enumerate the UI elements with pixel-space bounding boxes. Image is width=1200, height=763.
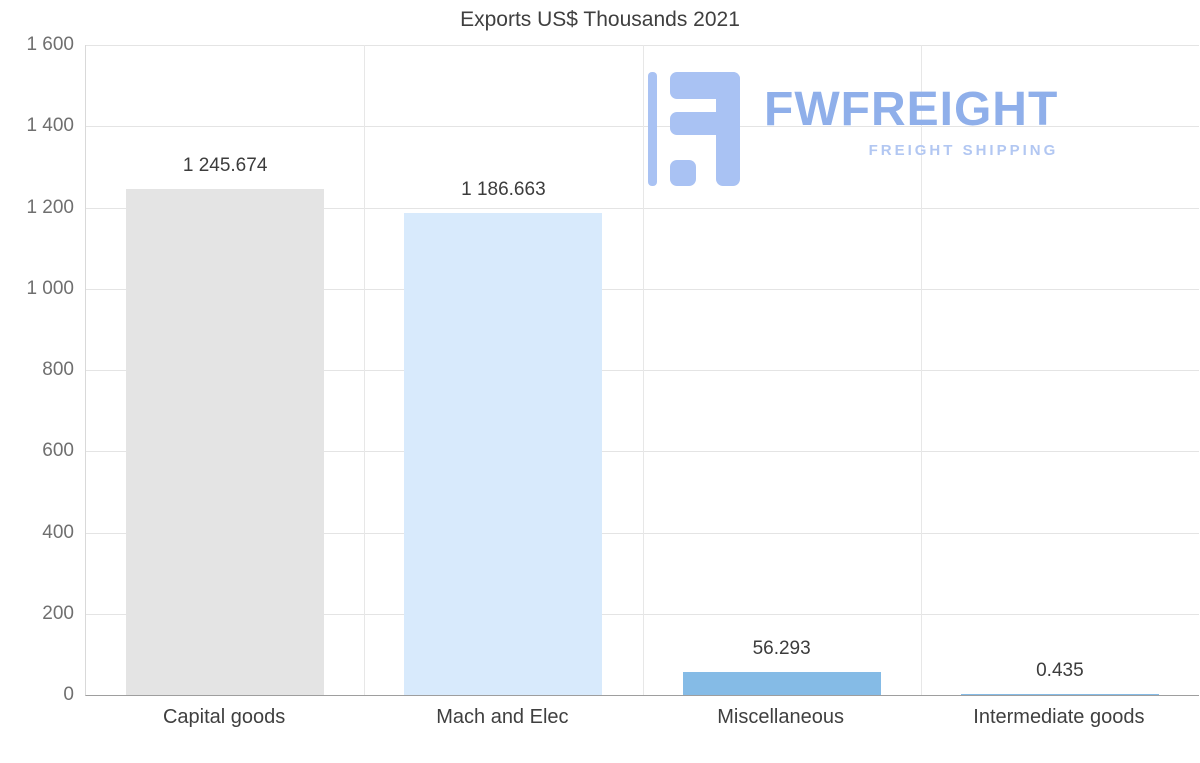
bar-value-label: 1 186.663 — [461, 178, 546, 200]
bar-intermediate-goods — [960, 694, 1159, 695]
bar-value-label: 1 245.674 — [182, 154, 268, 176]
y-tick-label-1600: 1 600 — [26, 34, 74, 55]
bar-mach-and-elec — [404, 212, 603, 695]
y-tick-label-600: 600 — [42, 440, 74, 462]
y-tick-label-0: 0 — [63, 684, 74, 705]
chart-title: Exports US$ Thousands 2021 — [460, 8, 740, 31]
y-tick-label-800: 800 — [42, 359, 74, 380]
y-tick-label-200: 200 — [42, 602, 74, 624]
plot-area: 1 245.674 1 186.663 56.293 0.435 — [85, 45, 1199, 696]
logo: FWFREIGHT FREIGHT SHIPPING — [648, 70, 1058, 190]
x-category-label-mach-and-elec: Mach and Elec — [436, 706, 569, 728]
y-tick-label-400: 400 — [42, 521, 74, 543]
logo-brand-text: FWFREIGHT — [764, 83, 1059, 136]
bar-capital-goods — [126, 188, 325, 695]
bar-value-label: 0.435 — [1036, 660, 1084, 681]
y-tick-label-1200: 1 200 — [26, 196, 74, 218]
category-separator-line — [920, 45, 922, 695]
bar-value-label: 56.293 — [752, 638, 811, 660]
category-separator-line — [364, 45, 366, 695]
x-category-label-miscellaneous: Miscellaneous — [717, 706, 844, 728]
logo-tagline-text: FREIGHT SHIPPING — [868, 142, 1059, 159]
y-tick-label-1000: 1 000 — [26, 277, 74, 299]
logo-icon — [648, 72, 740, 186]
logo-text-block: FWFREIGHT FREIGHT SHIPPING — [764, 70, 1059, 160]
bar-miscellaneous — [682, 672, 881, 695]
y-tick-label-1400: 1 400 — [26, 115, 74, 137]
x-category-label-capital-goods: Capital goods — [162, 706, 286, 728]
category-separator-line — [642, 45, 644, 695]
x-category-label-intermediate-goods: Intermediate goods — [973, 706, 1145, 728]
